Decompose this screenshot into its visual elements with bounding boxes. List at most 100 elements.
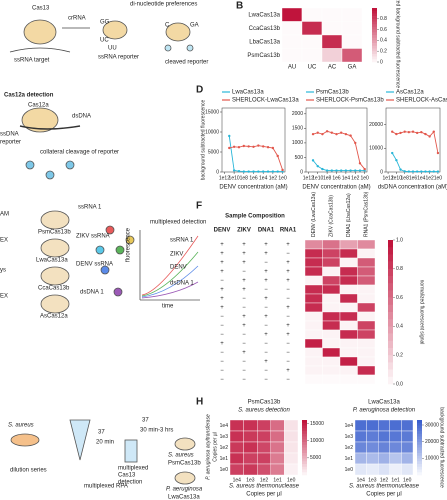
y-tick-label: 0 (380, 169, 383, 175)
x-tick-label: 1e6 (249, 175, 258, 181)
series-point (403, 170, 406, 173)
heatmap-cell (270, 419, 285, 432)
colorbar-step (372, 56, 377, 60)
colorbar-step (388, 312, 393, 320)
x-axis-label: DENV concentration (aM) (219, 185, 287, 191)
colorbar-step (388, 240, 393, 248)
heatmap-cell (339, 311, 358, 322)
series-line (312, 130, 366, 170)
x-tick-label: 1e6 (332, 175, 341, 181)
x-axis-label: Copies per µl (366, 492, 401, 498)
x-tick-label: 1e2 (351, 175, 360, 181)
heatmap-cell (357, 248, 376, 259)
colorbar-tick-label: 0.4 (396, 324, 403, 330)
heatmap-cell (304, 338, 323, 349)
schematic-shapes (9, 19, 200, 485)
heatmap-cell (322, 365, 341, 376)
schematic-label: Cas13 (118, 473, 136, 479)
schematic-label: dsDNA 1 (170, 281, 194, 287)
schematic-label: EX (0, 294, 8, 300)
heatmap-cell (378, 430, 391, 443)
schematic-label: PsmCas13b (38, 230, 71, 236)
heatmap-cell (284, 452, 299, 465)
heatmap-cell (378, 463, 391, 476)
sign: − (264, 323, 268, 329)
column-label: RNA1 (PsmCas13b) (364, 191, 370, 237)
heatmap-cell (341, 21, 363, 36)
column-label: 1e4 (233, 477, 242, 483)
column-label: 1e4 (357, 477, 366, 483)
series-point (432, 130, 435, 133)
heatmap-cell (322, 311, 341, 322)
heatmap-cell (304, 302, 323, 313)
heatmap-cell (339, 239, 358, 250)
series-point (316, 131, 319, 134)
colorbar-step (388, 319, 393, 327)
sign: + (286, 368, 290, 374)
x-tick-label: 1e0 (434, 175, 443, 181)
chart-subtitle: S. aureus detection (238, 408, 290, 414)
panel-letter: H (196, 397, 203, 408)
schematic-label: reporter (0, 140, 21, 146)
heatmap-cell (378, 441, 391, 454)
schematic-label: di-nucleotide preferences (130, 2, 197, 8)
heatmap-cell (341, 34, 363, 49)
colorbar-step (302, 455, 307, 459)
heatmap-cell (243, 419, 258, 432)
sign: + (286, 305, 290, 311)
heatmap-cell (339, 329, 358, 340)
colorbar-step (302, 420, 307, 424)
colorbar-step (417, 453, 422, 457)
x-axis-label: S. aureus thermonuclease (229, 484, 300, 490)
colorbar-step (372, 35, 377, 38)
series-point (403, 130, 406, 133)
x-tick-label: 1e0 (360, 175, 369, 181)
series-point (228, 134, 231, 138)
colorbar-step (417, 450, 422, 454)
x-axis-label: dsDNA concentration (aM) (378, 185, 447, 191)
colorbar-step (417, 469, 422, 473)
colorbar-step (417, 433, 422, 437)
heatmap-cell (284, 430, 299, 443)
table-header: DNA1 (258, 228, 275, 234)
colorbar-step (372, 53, 377, 57)
y-tick-label: 1500 (292, 126, 303, 132)
schematic-label: P. aeruginosa (166, 487, 203, 493)
colorbar-step (372, 59, 377, 63)
heatmap-cell (354, 463, 367, 476)
colorbar-step (388, 290, 393, 298)
sign: − (264, 377, 268, 383)
heatmap-cell (339, 248, 358, 259)
series-point (436, 170, 440, 173)
colorbar-step (417, 466, 422, 470)
heatmap-cell (229, 419, 244, 432)
panel-letter: D (196, 85, 203, 96)
series-point (420, 130, 423, 134)
colorbar-step (302, 469, 307, 473)
series-point (252, 145, 255, 148)
sign: − (264, 368, 268, 374)
heatmap-cell (357, 374, 376, 385)
colorbar-step (372, 43, 377, 47)
sign: − (286, 314, 290, 320)
x-tick-label: 1e0 (278, 175, 287, 181)
colorbar-step (388, 340, 393, 349)
sign: + (264, 296, 268, 302)
schematic-label: S. aureus (8, 423, 34, 429)
heatmap-cell (401, 430, 414, 443)
colorbar-step (388, 297, 393, 306)
sign: + (242, 323, 246, 329)
colorbar-step (417, 455, 422, 459)
sign: + (242, 278, 246, 284)
sign: − (286, 377, 290, 383)
x-tick-label: 1e8 (240, 175, 249, 181)
schematic-label: CcaCas13b (38, 286, 70, 292)
column-label: 1e2 (380, 477, 389, 483)
heatmap-cell (243, 441, 258, 454)
sign: − (242, 368, 246, 374)
colorbar-step (372, 16, 377, 20)
heatmap-cell (357, 320, 376, 331)
colorbar-step (388, 348, 393, 356)
colorbar-tick-label: 0.6 (380, 27, 387, 33)
